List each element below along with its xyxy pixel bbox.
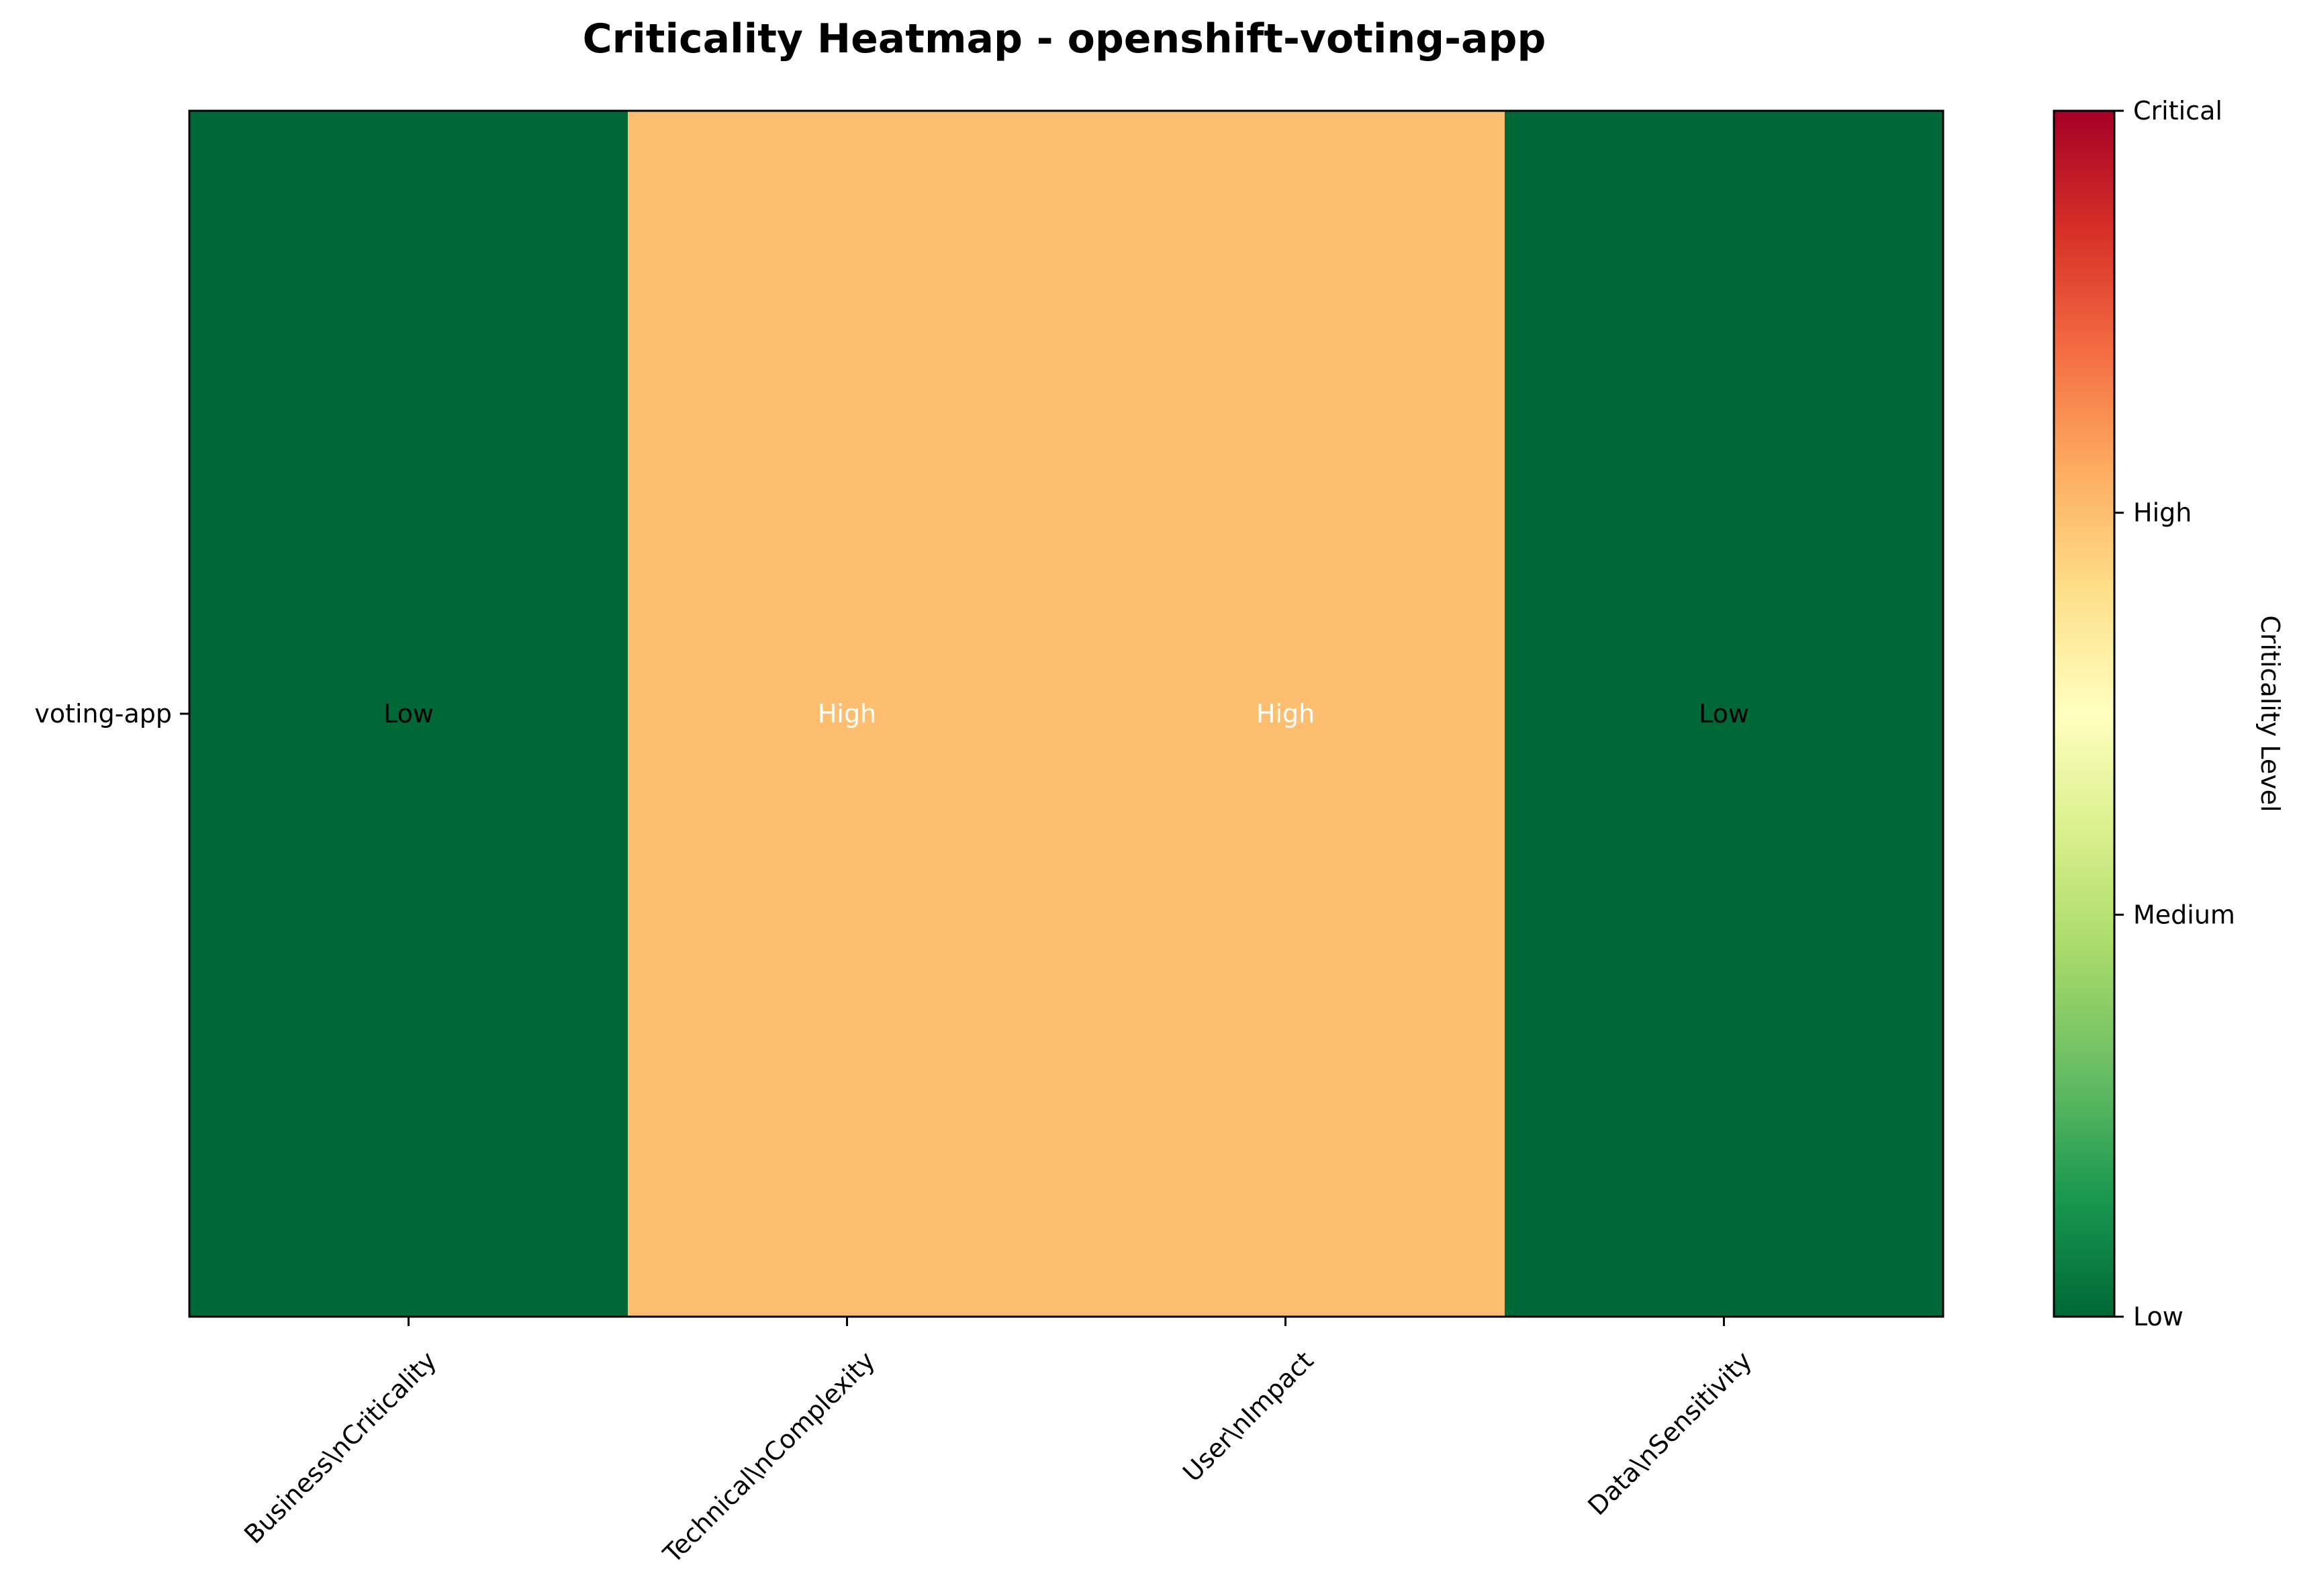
heatmap-cell-label: Low <box>383 699 434 729</box>
heatmap-cell-label: High <box>818 699 876 729</box>
y-axis: voting-app <box>34 699 189 729</box>
heatmap-cells <box>189 111 1944 1317</box>
heatmap-cell <box>1505 111 1944 1317</box>
x-tick-label: Business\nCriticality <box>238 1346 442 1550</box>
heatmap-cell <box>628 111 1067 1317</box>
heatmap-cell-labels: Low High High Low <box>383 699 1749 729</box>
colorbar-tick-label: Medium <box>2133 900 2235 929</box>
x-tick-label: Data\nSensitivity <box>1582 1346 1757 1521</box>
colorbar-ticks: Low Medium High Critical <box>2114 96 2235 1331</box>
colorbar-tick-label: Critical <box>2133 96 2222 126</box>
colorbar-tick-label: Low <box>2133 1302 2184 1331</box>
heatmap-cell-label: High <box>1256 699 1315 729</box>
x-axis: Business\nCriticality Technical\nComplexi… <box>238 1317 1758 1569</box>
heatmap-cell-label: Low <box>1699 699 1749 729</box>
heatmap-cell <box>189 111 628 1317</box>
colorbar-tick-label: High <box>2133 498 2192 528</box>
y-tick-label: voting-app <box>34 699 172 729</box>
x-tick-label: User\nImpact <box>1177 1346 1319 1487</box>
colorbar-label: Criticality Level <box>2255 615 2285 812</box>
chart-title: Criticality Heatmap - openshift-voting-a… <box>583 15 1546 62</box>
heatmap-cell <box>1066 111 1505 1317</box>
colorbar <box>2053 109 2116 1318</box>
x-tick-label: Technical\nComplexity <box>657 1346 881 1569</box>
